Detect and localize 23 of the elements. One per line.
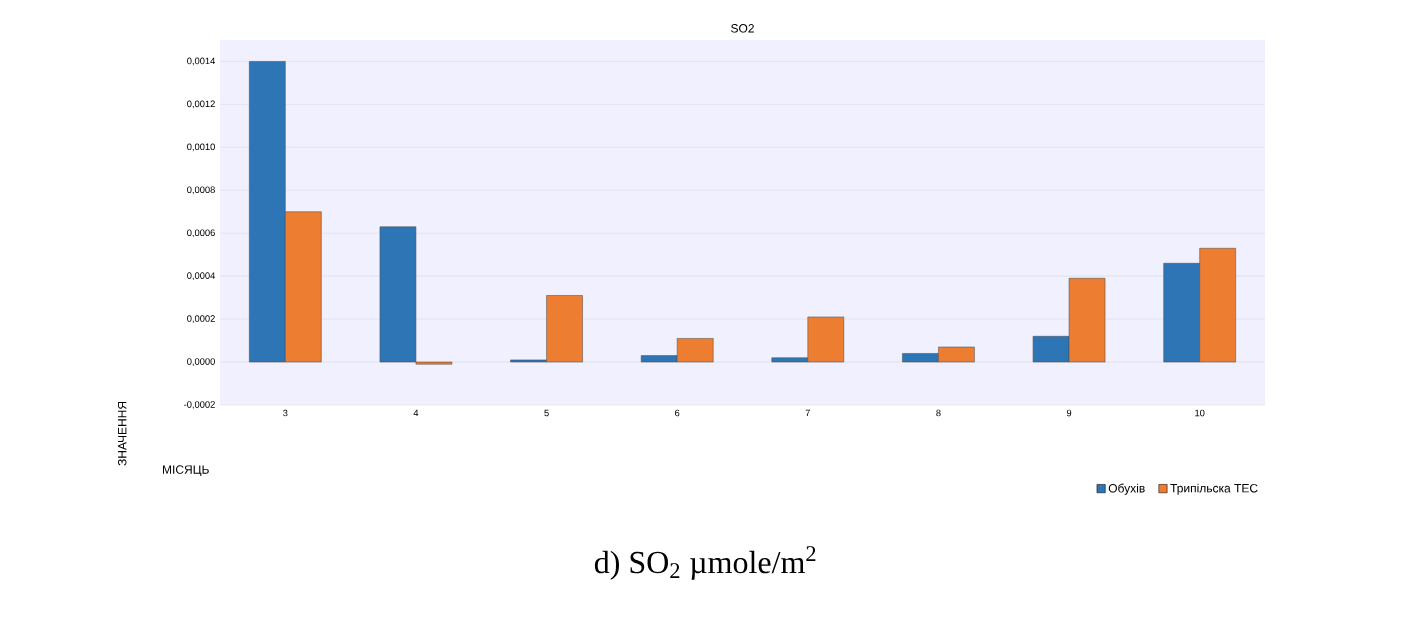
chart-title: SO2 — [731, 24, 754, 33]
y-tick-label: 0,0012 — [187, 100, 215, 109]
y-tick-label: 0,0000 — [187, 358, 215, 366]
x-tick-label: 10 — [1195, 409, 1205, 417]
x-tick-label: 4 — [413, 409, 419, 417]
y-tick-label: 0,0014 — [187, 57, 216, 66]
x-tick-label: 6 — [675, 409, 680, 417]
y-axis-title: ЗНАЧЕННЯ — [117, 401, 127, 466]
x-tick-label: 5 — [544, 409, 549, 417]
y-tick-label: -0,0002 — [184, 401, 215, 409]
x-tick-label: 8 — [936, 409, 941, 417]
x-tick-label: 3 — [283, 409, 288, 417]
x-tick-label: 7 — [805, 409, 810, 417]
y-tick-label: 0,0004 — [187, 272, 216, 281]
y-tick-label: 0,0002 — [187, 315, 215, 323]
y-tick-label: 0,0008 — [187, 186, 215, 195]
x-tick-label: 9 — [1066, 409, 1072, 417]
legend-label: Обухів — [1108, 483, 1145, 495]
y-tick-label: 0,0006 — [187, 229, 215, 238]
legend-label: Трипільска ТЕС — [1170, 483, 1258, 495]
x-axis-title: МІСЯЦЬ — [163, 465, 209, 477]
y-tick-label: 0,0010 — [187, 143, 215, 152]
text: d) SO$_{2}$ µmole/m$^{2}$ — [594, 546, 816, 580]
